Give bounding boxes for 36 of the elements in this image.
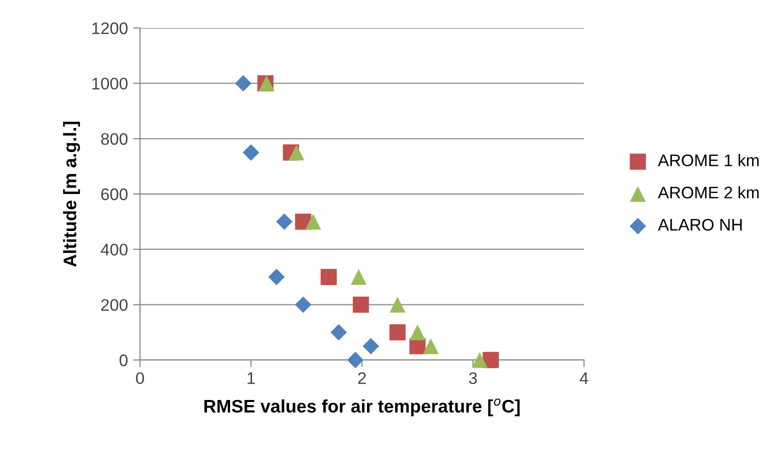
y-tick-label: 0 <box>120 354 128 366</box>
point <box>242 144 260 161</box>
x-tick-label: 2 <box>358 372 366 384</box>
y-tick-label: 1000 <box>92 78 128 90</box>
x-axis-title: RMSE values for air temperature [$^{o}$C] <box>204 398 520 416</box>
point <box>235 75 252 92</box>
x-tick-label: 3 <box>469 372 477 384</box>
y-tick-label: 400 <box>100 244 128 256</box>
point <box>410 324 426 340</box>
point <box>276 213 293 230</box>
legend-label: ALARO NH <box>658 218 742 231</box>
x-tick-label: 4 <box>580 372 588 384</box>
point <box>330 324 347 341</box>
y-axis-title: Altitude [m a.g.l.] <box>63 122 80 267</box>
point <box>362 338 380 354</box>
point <box>294 296 312 313</box>
point <box>305 214 322 230</box>
legend-label: AROME 2 km <box>658 186 759 198</box>
point <box>288 144 304 160</box>
point <box>320 268 337 286</box>
legend-label: AROME 1 km <box>658 154 759 166</box>
y-tick-label: 800 <box>101 133 128 145</box>
y-tick-label: 600 <box>101 188 128 200</box>
point <box>268 268 285 286</box>
point <box>352 296 369 313</box>
x-tick-label: 1 <box>248 372 255 384</box>
point <box>472 352 488 368</box>
y-tick-label: 1200 <box>92 22 128 34</box>
point <box>390 296 406 313</box>
point <box>389 324 406 340</box>
point <box>422 338 439 354</box>
x-tick-label: 0 <box>136 372 144 384</box>
point <box>347 352 364 368</box>
y-tick-label: 200 <box>101 299 128 311</box>
point <box>350 269 367 285</box>
point <box>482 352 499 368</box>
